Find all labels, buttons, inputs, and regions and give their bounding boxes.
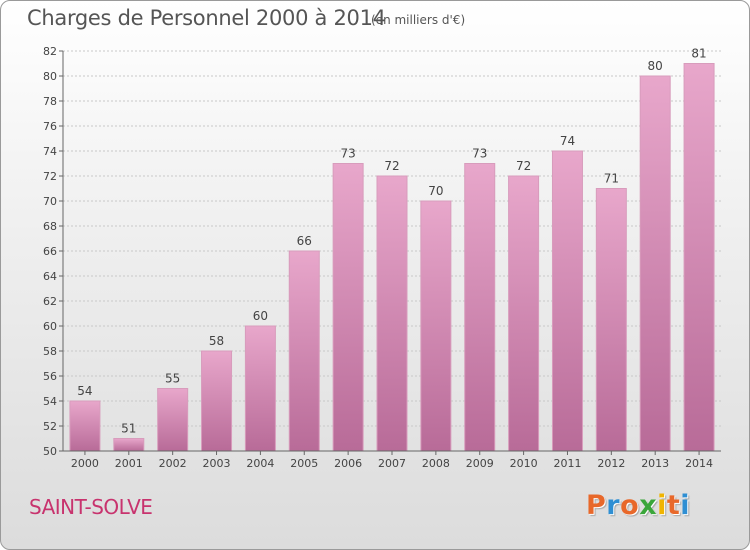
- x-tick-label: 2014: [685, 457, 713, 470]
- value-label: 80: [648, 59, 663, 73]
- bar: [288, 250, 320, 452]
- bar: [69, 400, 101, 452]
- x-tick-label: 2003: [203, 457, 231, 470]
- bar: [464, 163, 496, 452]
- bar: [683, 63, 715, 452]
- bar: [332, 163, 364, 452]
- value-label: 58: [209, 334, 224, 348]
- chart-unit: (en milliers d'€): [371, 13, 466, 27]
- value-label: 71: [604, 172, 619, 186]
- bar: [113, 438, 145, 452]
- value-label: 73: [472, 147, 487, 161]
- logo-letter: i: [657, 490, 667, 521]
- logo-letter: i: [680, 490, 691, 521]
- bar: [639, 75, 671, 452]
- x-tick-label: 2011: [553, 457, 581, 470]
- bar: [551, 150, 583, 452]
- y-tick-label: 72: [43, 170, 57, 183]
- proxiti-logo: Proxiti: [586, 490, 690, 521]
- x-tick-label: 2006: [334, 457, 362, 470]
- x-tick-label: 2010: [510, 457, 538, 470]
- x-tick-label: 2002: [159, 457, 187, 470]
- y-tick-label: 78: [43, 95, 57, 108]
- value-label: 72: [384, 159, 399, 173]
- y-tick-labels: 50 52 54 56 58 60 62 64 66 68 70 72 74 76 78 80 82: [43, 45, 57, 458]
- y-tick-label: 58: [43, 345, 57, 358]
- value-label: 51: [121, 422, 136, 436]
- value-label: 55: [165, 372, 180, 386]
- y-tick-label: 70: [43, 195, 57, 208]
- y-tick-label: 68: [43, 220, 57, 233]
- bar: [244, 325, 276, 452]
- x-tick-labels: 2000 2001 2002 2003 2004 2005 2006 2007 2008 2009…: [71, 457, 713, 470]
- x-tick-label: 2008: [422, 457, 450, 470]
- value-labels: 54 51 55 58 60 66 73 72 70 73 72 74 71 80 81: [77, 47, 706, 436]
- y-tick-label: 54: [43, 395, 57, 408]
- y-tick-label: 50: [43, 445, 57, 458]
- bar: [376, 175, 408, 452]
- bar: [157, 388, 189, 452]
- logo-letter: o: [620, 490, 640, 521]
- y-tick-label: 56: [43, 370, 57, 383]
- x-tick-label: 2007: [378, 457, 406, 470]
- x-tick-label: 2001: [115, 457, 143, 470]
- y-tick-label: 64: [43, 270, 57, 283]
- bar: [595, 188, 627, 452]
- value-label: 72: [516, 159, 531, 173]
- value-label: 74: [560, 134, 575, 148]
- bar: [201, 350, 233, 452]
- x-tick-label: 2012: [597, 457, 625, 470]
- value-label: 73: [340, 147, 355, 161]
- logo-letter: x: [639, 490, 658, 521]
- y-tick-label: 80: [43, 70, 57, 83]
- x-tick-label: 2004: [246, 457, 274, 470]
- value-label: 70: [428, 184, 443, 198]
- logo-letter: r: [606, 490, 621, 521]
- y-tick-label: 62: [43, 295, 57, 308]
- chart-title: Charges de Personnel 2000 à 2014: [27, 6, 386, 30]
- y-tick-label: 66: [43, 245, 57, 258]
- value-label: 81: [691, 47, 706, 61]
- y-tick-label: 76: [43, 120, 57, 133]
- x-tick-label: 2009: [466, 457, 494, 470]
- logo-letter: t: [666, 490, 681, 521]
- x-tick-label: 2005: [290, 457, 318, 470]
- bars: [69, 63, 715, 452]
- bar: [508, 175, 540, 452]
- y-tick-label: 60: [43, 320, 57, 333]
- x-tick-label: 2000: [71, 457, 99, 470]
- logo-letter: P: [586, 490, 607, 521]
- x-tick-label: 2013: [641, 457, 669, 470]
- value-label: 60: [253, 309, 268, 323]
- value-label: 54: [77, 384, 92, 398]
- value-label: 66: [297, 234, 312, 248]
- y-tick-label: 52: [43, 420, 57, 433]
- y-tick-label: 74: [43, 145, 57, 158]
- bar: [420, 200, 452, 452]
- axes: [62, 51, 721, 455]
- commune-name: SAINT-SOLVE: [29, 495, 153, 519]
- y-tick-label: 82: [43, 45, 57, 58]
